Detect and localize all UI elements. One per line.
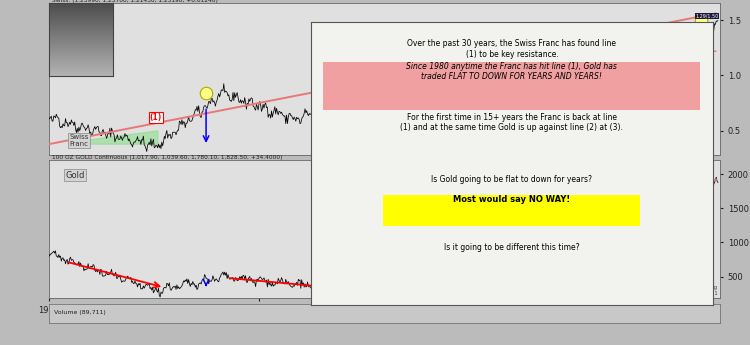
Polygon shape bbox=[332, 100, 436, 120]
Text: (3): (3) bbox=[668, 60, 680, 69]
FancyBboxPatch shape bbox=[383, 195, 640, 226]
Text: KimbleChartingSolutions.com/blog
9/1/2011: KimbleChartingSolutions.com/blog 9/1/201… bbox=[622, 285, 718, 296]
Text: (2): (2) bbox=[573, 275, 586, 284]
Text: Over the past 30 years, the Swiss Franc has found line
(1) to be key resistance.: Over the past 30 years, the Swiss Franc … bbox=[407, 39, 616, 59]
Text: (1): (1) bbox=[149, 113, 162, 122]
Text: No Way!: No Way! bbox=[53, 22, 89, 31]
Text: 100 OZ GOLD Continuous (1,017.90, 1,039.60, 1,780.10, 1,828.50, +34.4000): 100 OZ GOLD Continuous (1,017.90, 1,039.… bbox=[52, 155, 283, 160]
Text: Is it going to be different this time?: Is it going to be different this time? bbox=[444, 243, 580, 252]
FancyBboxPatch shape bbox=[323, 62, 701, 110]
Text: Is Gold going to be flat to down for years?: Is Gold going to be flat to down for yea… bbox=[431, 175, 592, 184]
Text: Volume (89,711): Volume (89,711) bbox=[54, 310, 106, 315]
Text: KIMBLE CHARTING
      SOLUTIONS: KIMBLE CHARTING SOLUTIONS bbox=[458, 255, 551, 275]
Text: Swiss: (1.23990, 1.25700, 1.21430, 1.25190, +0.01240): Swiss: (1.23990, 1.25700, 1.21430, 1.251… bbox=[52, 0, 218, 3]
Text: KIMBLE CHARTING
      SOLUTIONS: KIMBLE CHARTING SOLUTIONS bbox=[436, 23, 530, 42]
Text: For the first time in 15+ years the Franc is back at line
(1) and at the same ti: For the first time in 15+ years the Fran… bbox=[400, 113, 623, 132]
Polygon shape bbox=[74, 131, 158, 144]
Text: Gold: Gold bbox=[65, 171, 85, 180]
Text: Swiss
Franc: Swiss Franc bbox=[70, 134, 89, 147]
Text: Most would say NO WAY!: Most would say NO WAY! bbox=[453, 195, 571, 204]
Text: 1.29/1.50: 1.29/1.50 bbox=[696, 13, 719, 18]
Text: Since 1980 anytime the Franc has hit line (1), Gold has
traded FLAT TO DOWN FOR : Since 1980 anytime the Franc has hit lin… bbox=[406, 62, 617, 81]
